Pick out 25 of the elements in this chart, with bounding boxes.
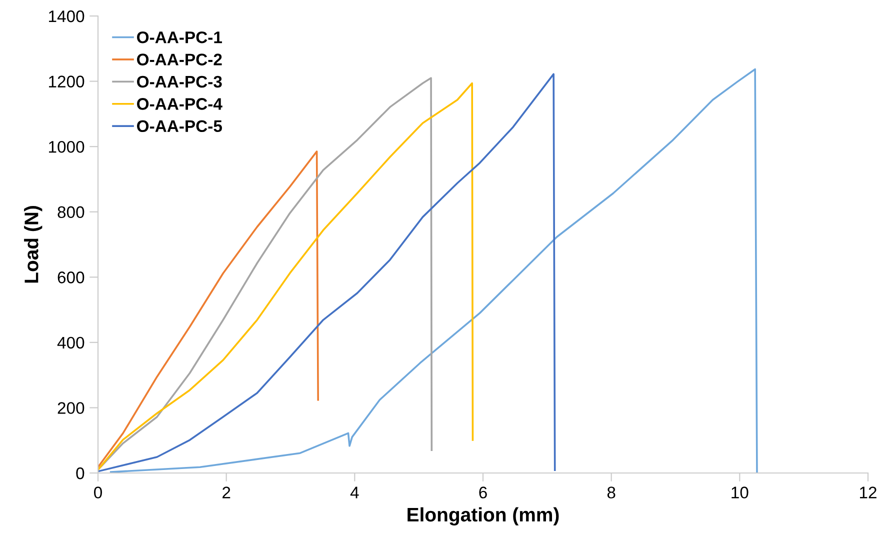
legend-label: O-AA-PC-1 xyxy=(137,31,222,44)
x-tick-label: 10 xyxy=(732,486,748,498)
x-tick-label: 12 xyxy=(860,486,876,498)
y-tick-label: 200 xyxy=(58,402,84,414)
legend-label: O-AA-PC-4 xyxy=(137,98,222,110)
x-tick-label: 6 xyxy=(479,486,487,498)
y-axis-title: Load (N) xyxy=(24,206,42,283)
legend-label: O-AA-PC-3 xyxy=(137,76,222,88)
x-tick-label: 8 xyxy=(607,486,616,498)
y-tick-label: 1200 xyxy=(49,76,84,88)
y-tick-label: 1000 xyxy=(49,140,84,153)
y-tick-label: 1400 xyxy=(49,10,84,22)
legend-label: O-AA-PC-5 xyxy=(137,120,222,132)
line-series xyxy=(98,150,319,468)
legend-label: O-AA-PC-2 xyxy=(137,54,222,66)
y-tick-label: 800 xyxy=(58,206,84,218)
y-tick-label: 0 xyxy=(76,467,84,480)
line-series xyxy=(98,73,556,472)
y-tick-label: 600 xyxy=(58,272,84,284)
y-tick-label: 400 xyxy=(57,336,84,349)
x-tick-label: 2 xyxy=(222,486,230,498)
line-series xyxy=(110,68,758,473)
x-tick-label: 0 xyxy=(94,486,102,498)
x-axis-title: Elongation (mm) xyxy=(408,507,559,526)
x-tick-label: 4 xyxy=(350,486,359,498)
